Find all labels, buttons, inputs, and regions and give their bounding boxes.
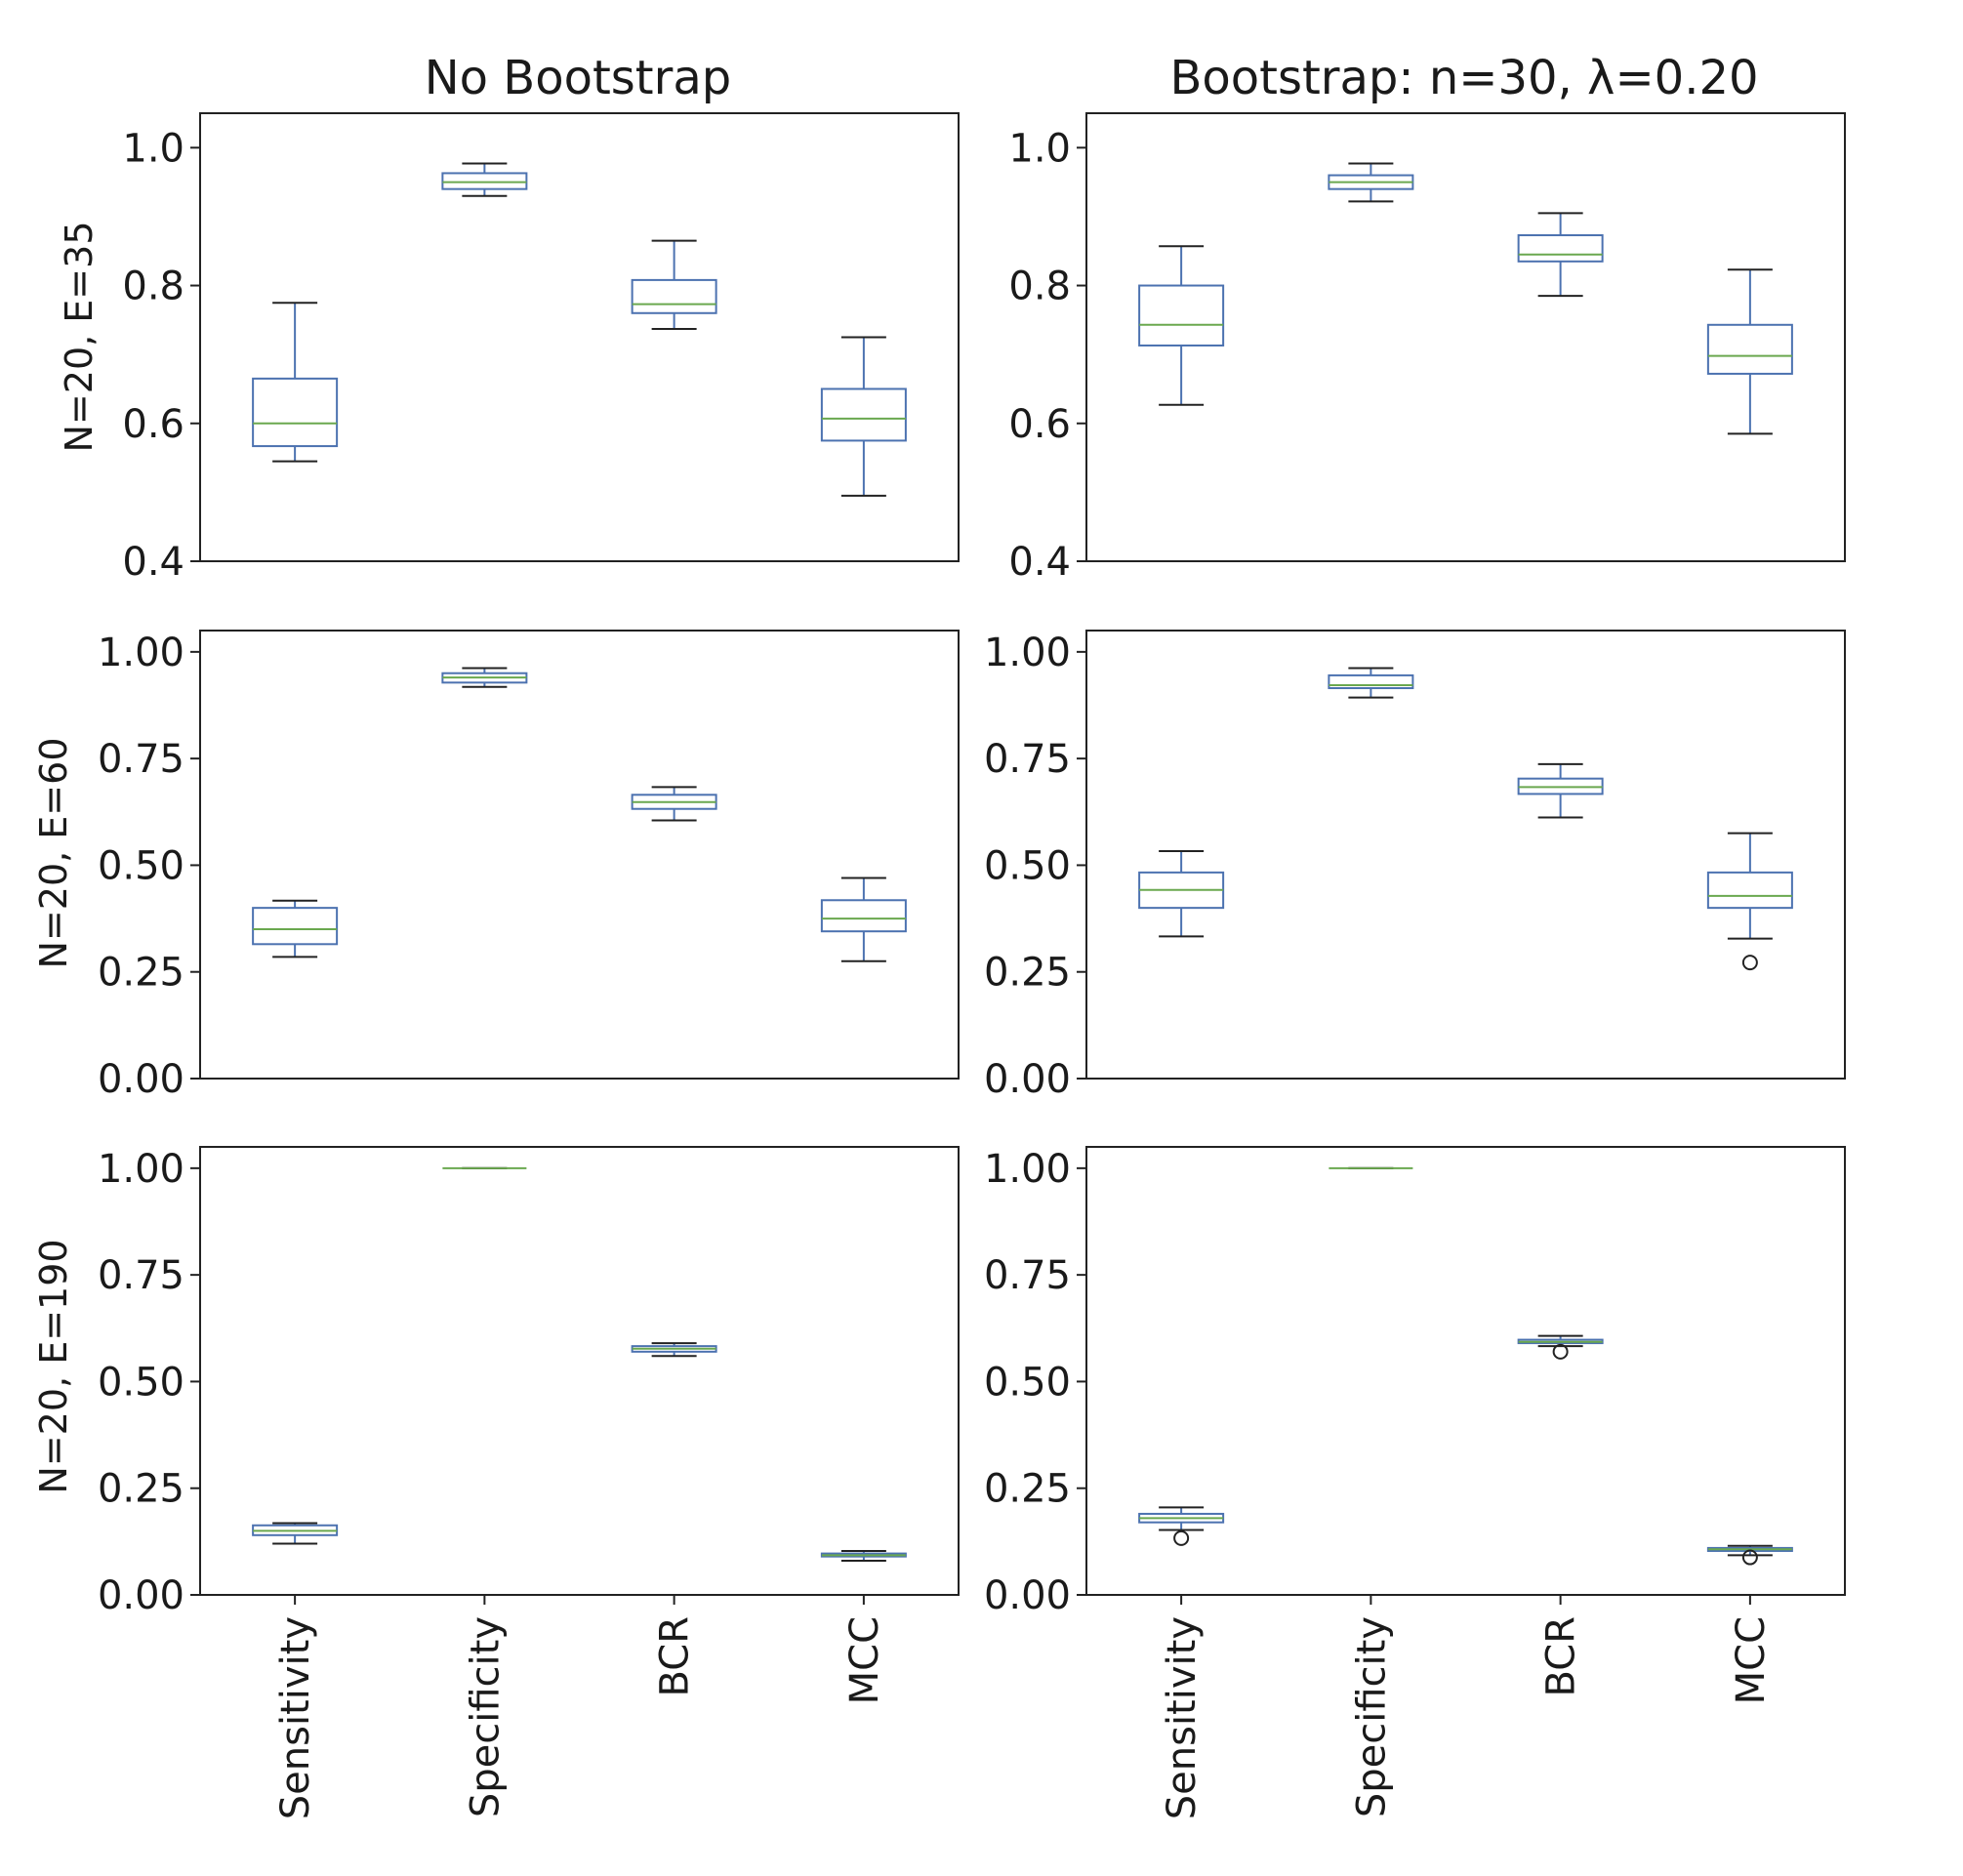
box-mcc [1706,1544,1793,1566]
outlier-point [1173,1529,1190,1546]
box-bcr [631,239,717,331]
y-tick-label: 1.0 [1008,126,1071,171]
y-tick-label: 1.00 [98,1147,184,1192]
box-sensitivity [1138,850,1225,938]
panel-frame [199,630,960,1080]
y-tick-label: 0.25 [984,951,1071,996]
panel-0-1: 0.4 0.6 0.8 1.0 [1008,112,1846,585]
panel-1-1: 0.00 0.25 0.50 0.75 1.00 [984,630,1846,1102]
row-label-e190: N=20, E=190 [32,1239,75,1493]
x-tick-label-specificity: Specificity [1349,1616,1394,1817]
box-sensitivity [252,899,339,958]
box-bcr [1517,1334,1604,1360]
panel-frame [1085,112,1846,562]
outlier-point [1552,1343,1569,1360]
column-title-bootstrap: Bootstrap: n=30, λ=0.20 [1169,51,1758,105]
iqr-box [252,907,339,946]
y-tick-label: 0.8 [122,265,184,309]
y-tick-label: 1.00 [984,1147,1071,1192]
y-tick-label: 1.00 [984,631,1071,675]
iqr-box [1706,323,1793,375]
box-specificity [441,162,528,197]
box-bcr [1517,212,1604,298]
iqr-box [441,172,528,190]
y-tick-label: 0.75 [984,1253,1071,1298]
iqr-box [820,899,907,933]
box-mcc [1706,832,1793,971]
y-tick-label: 0.50 [984,1360,1071,1405]
x-tick-label-specificity: Specificity [463,1616,508,1817]
box-bcr [631,786,717,822]
column-title-no-bootstrap: No Bootstrap [425,51,731,105]
x-tick-label-bcr: BCR [653,1616,698,1696]
panels-group: 0.4 0.6 0.8 1.0 0.4 0.6 0.8 1.0 0.00 0.25 0.50 0.75… [98,112,1846,1819]
box-sensitivity [252,1522,339,1545]
y-tick-label: 0.75 [98,737,184,782]
box-sensitivity [252,302,339,463]
iqr-box [631,278,717,314]
y-tick-label: 0.50 [984,843,1071,888]
y-tick-label: 0.00 [98,1573,184,1618]
box-specificity [1328,667,1414,699]
box-specificity [441,667,528,688]
panel-frame [199,112,960,562]
panel-0-0: 0.4 0.6 0.8 1.0 [122,112,960,585]
box-bcr [1517,762,1604,819]
y-tick-label: 0.6 [1008,402,1071,447]
iqr-box [1328,673,1414,690]
y-tick-label: 0.25 [98,951,184,996]
panel-2-0: 0.00 0.25 0.50 0.75 1.00 Sensitivity Specifici… [98,1146,960,1819]
x-tick-label-mcc: MCC [1729,1616,1774,1704]
box-mcc [1706,268,1793,435]
iqr-box [820,387,907,442]
panel-frame [1085,1146,1846,1596]
y-tick-label: 0.75 [984,737,1071,782]
y-tick-label: 0.00 [98,1057,184,1102]
box-mcc [820,1549,907,1563]
y-tick-label: 0.6 [122,402,184,447]
y-tick-label: 0.4 [1008,540,1071,585]
row-label-e35: N=20, E=35 [58,222,101,453]
y-tick-label: 0.50 [98,1360,184,1405]
y-tick-label: 0.75 [98,1253,184,1298]
x-tick-label-bcr: BCR [1539,1616,1584,1696]
outlier-point [1741,955,1758,971]
x-tick-label-sensitivity: Sensitivity [273,1616,318,1819]
y-tick-label: 0.8 [1008,265,1071,309]
x-tick-label-sensitivity: Sensitivity [1160,1616,1205,1819]
box-mcc [820,336,907,497]
y-tick-label: 1.00 [98,631,184,675]
panel-2-1: 0.00 0.25 0.50 0.75 1.00 Sensitivity Specifici… [984,1146,1846,1819]
box-sensitivity [1138,1506,1225,1546]
x-tick-label-mcc: MCC [842,1616,887,1704]
y-tick-label: 0.25 [98,1467,184,1512]
panel-frame [1085,630,1846,1080]
box-bcr [631,1342,717,1358]
y-tick-label: 1.0 [122,126,184,171]
y-tick-label: 0.00 [984,1057,1071,1102]
panel-frame [199,1146,960,1596]
y-tick-label: 0.00 [984,1573,1071,1618]
y-tick-label: 0.25 [984,1467,1071,1512]
box-mcc [820,877,907,962]
iqr-box [252,377,339,448]
iqr-box [1706,871,1793,910]
outlier-point [1741,1549,1758,1566]
panel-1-0: 0.00 0.25 0.50 0.75 1.00 [98,630,960,1102]
box-specificity [1328,162,1414,203]
y-tick-label: 0.4 [122,540,184,585]
y-tick-label: 0.50 [98,843,184,888]
row-label-e60: N=20, E=60 [32,738,75,969]
iqr-box [1517,233,1604,263]
iqr-box [1138,284,1225,347]
box-sensitivity [1138,245,1225,406]
